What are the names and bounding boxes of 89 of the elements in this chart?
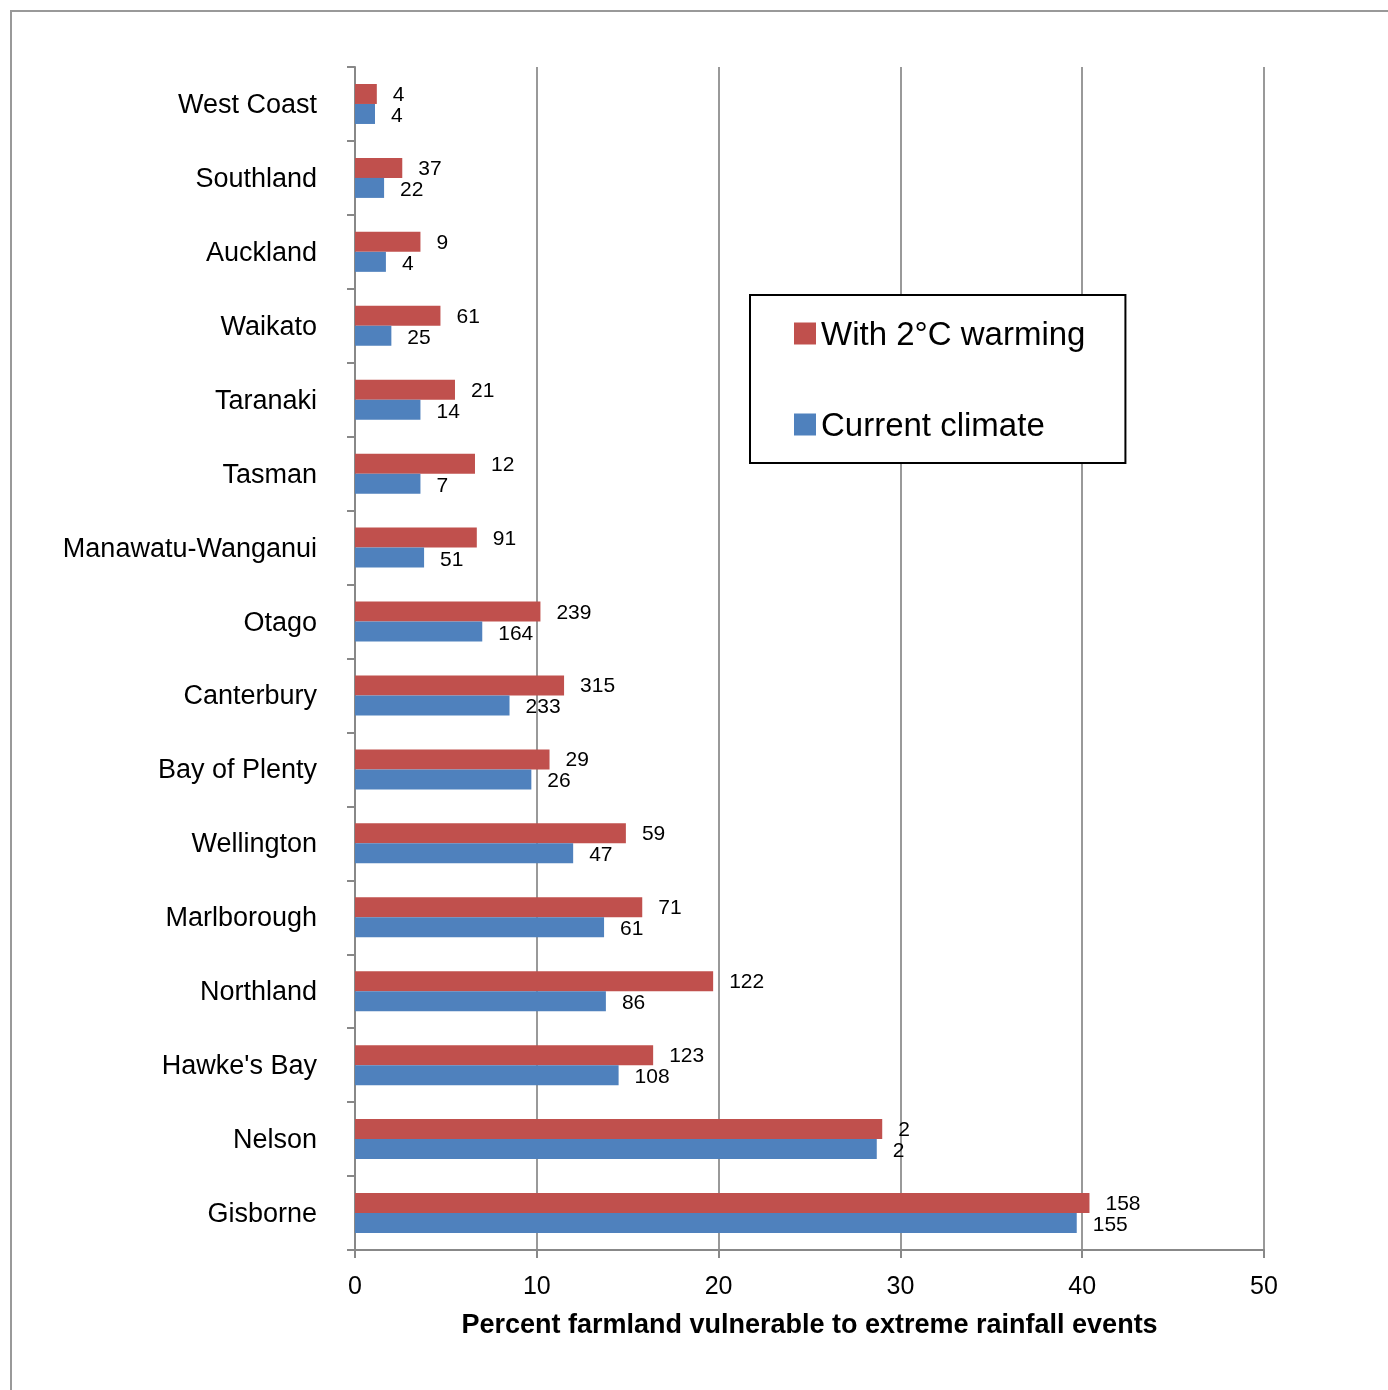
y-tick-label: Hawke's Bay — [161, 1050, 318, 1081]
bar — [355, 843, 574, 864]
annotation: 71 — [658, 895, 682, 919]
x-tick-label: 40 — [1068, 1270, 1097, 1299]
annotation: 61 — [620, 916, 644, 940]
x-axis-title: Percent farmland vulnerable to extreme rainfall events — [461, 1308, 1158, 1339]
bar — [355, 103, 375, 124]
x-tick-label: 10 — [522, 1270, 551, 1299]
bar — [355, 823, 626, 844]
y-tick-label: Northland — [199, 976, 317, 1007]
y-tick-label: Waikato — [220, 310, 317, 341]
annotation: 59 — [641, 821, 666, 845]
bar — [355, 547, 425, 568]
bar — [355, 453, 475, 474]
bar — [355, 1045, 654, 1066]
bar — [355, 1065, 619, 1086]
y-tick-label: Wellington — [191, 828, 317, 859]
bar — [355, 1119, 883, 1140]
annotation: 37 — [418, 155, 442, 179]
bar — [355, 695, 510, 716]
bar — [355, 157, 403, 178]
annotation: 22 — [400, 176, 424, 200]
annotation: 233 — [525, 694, 561, 718]
annotation: 315 — [580, 673, 616, 697]
y-tick-label: Southland — [195, 162, 317, 193]
y-tick-label: Auckland — [205, 236, 317, 267]
bar — [355, 897, 643, 918]
x-tick-label: 20 — [704, 1270, 733, 1299]
annotation: 9 — [436, 229, 449, 253]
annotation: 14 — [436, 398, 461, 422]
y-tick-label: Gisborne — [207, 1198, 317, 1229]
bar — [355, 399, 421, 420]
bar — [355, 231, 421, 252]
annotation: 61 — [456, 303, 480, 327]
annotation: 4 — [392, 81, 405, 105]
bar — [355, 83, 377, 104]
annotation: 7 — [436, 472, 449, 496]
bar — [355, 177, 385, 198]
annotation: 123 — [669, 1043, 705, 1067]
annotation: 239 — [556, 599, 592, 623]
annotation: 91 — [492, 525, 517, 549]
bar — [355, 991, 606, 1012]
annotation: 122 — [729, 969, 765, 993]
y-tick-label: Tasman — [222, 458, 317, 489]
legend-label: Current climate — [821, 406, 1045, 443]
bar — [355, 1213, 1077, 1234]
y-tick-label: Otago — [243, 606, 317, 637]
bar — [355, 251, 386, 272]
bar — [355, 1193, 1090, 1214]
bar — [355, 749, 550, 770]
y-tick-label: West Coast — [177, 88, 318, 119]
legend-label: With 2°C warming — [821, 315, 1086, 352]
annotation: 86 — [621, 990, 646, 1014]
x-tick-label: 50 — [1250, 1270, 1278, 1299]
y-tick-label: Canterbury — [183, 680, 318, 711]
bar — [355, 1139, 877, 1160]
y-tick-label: Taranaki — [214, 384, 317, 415]
bar — [355, 971, 714, 992]
annotation: 51 — [440, 546, 464, 570]
annotation: 158 — [1105, 1191, 1141, 1215]
bar — [355, 917, 605, 938]
bar — [355, 601, 541, 622]
bar — [355, 675, 565, 696]
y-tick-label: Bay of Plenty — [157, 754, 318, 785]
annotation: 108 — [634, 1064, 670, 1088]
annotation: 2 — [892, 1138, 905, 1162]
bar — [355, 305, 441, 326]
x-tick-label: 30 — [886, 1270, 915, 1299]
annotation: 4 — [391, 102, 403, 126]
x-tick-label: 0 — [348, 1270, 362, 1299]
y-tick-label: Manawatu-Wanganui — [62, 532, 317, 563]
annotation: 29 — [565, 747, 589, 771]
bar — [355, 379, 455, 400]
annotation: 12 — [490, 451, 515, 475]
bar — [355, 621, 483, 642]
annotation: 4 — [401, 250, 414, 274]
annotation: 164 — [498, 620, 534, 644]
annotation: 26 — [547, 768, 571, 792]
bar — [355, 473, 421, 494]
bar — [355, 527, 477, 548]
annotation: 2 — [898, 1117, 910, 1141]
bar — [355, 325, 392, 346]
annotation: 25 — [407, 324, 431, 348]
bar — [355, 769, 532, 790]
annotation: 155 — [1092, 1212, 1128, 1236]
annotation: 47 — [589, 842, 613, 866]
y-tick-label: Marlborough — [165, 902, 317, 933]
annotation: 21 — [470, 377, 495, 401]
y-tick-label: Nelson — [232, 1124, 317, 1155]
